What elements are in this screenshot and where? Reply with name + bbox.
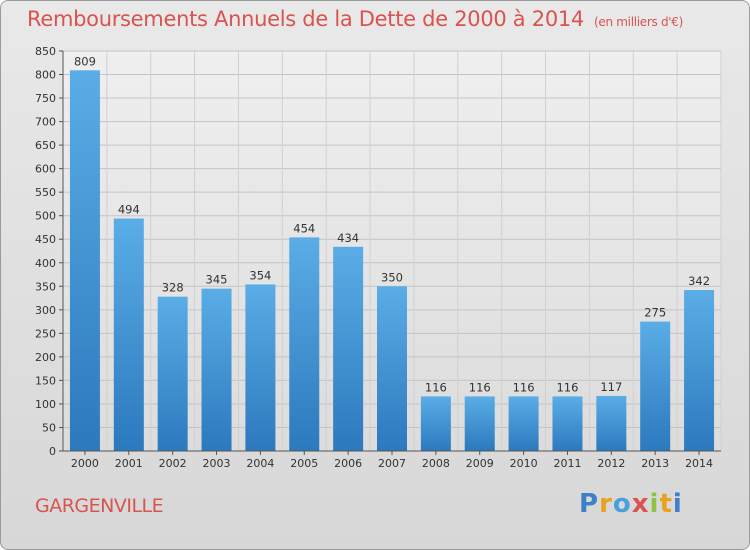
y-tick-label: 300 xyxy=(35,304,56,317)
x-tick-label: 2013 xyxy=(641,457,669,470)
bar xyxy=(333,246,364,451)
x-tick-label: 2005 xyxy=(290,457,318,470)
logo-letter: r xyxy=(599,489,613,519)
y-tick-label: 50 xyxy=(42,421,56,434)
city-name: GARGENVILLE xyxy=(35,495,164,517)
data-label: 809 xyxy=(74,54,96,68)
x-tick-label: 2006 xyxy=(334,457,362,470)
y-tick-label: 150 xyxy=(35,374,56,387)
data-label: 275 xyxy=(644,306,666,320)
y-tick-label: 350 xyxy=(35,280,56,293)
chart-title: Remboursements Annuels de la Dette de 20… xyxy=(27,7,683,31)
logo-letter: t xyxy=(659,489,673,519)
x-tick-label: 2002 xyxy=(159,457,187,470)
y-tick-label: 600 xyxy=(35,163,56,176)
data-label: 342 xyxy=(688,274,710,288)
bar xyxy=(420,396,451,451)
x-tick-label: 2012 xyxy=(597,457,625,470)
bar xyxy=(157,296,188,451)
bar xyxy=(508,396,539,451)
y-tick-label: 750 xyxy=(35,92,56,105)
bar xyxy=(245,284,276,451)
y-tick-label: 500 xyxy=(35,210,56,223)
x-tick-label: 2009 xyxy=(466,457,494,470)
x-tick-label: 2008 xyxy=(422,457,450,470)
y-tick-label: 550 xyxy=(35,186,56,199)
y-tick-label: 450 xyxy=(35,233,56,246)
x-tick-label: 2000 xyxy=(71,457,99,470)
data-label: 116 xyxy=(425,380,447,394)
logo-letter: P xyxy=(579,489,600,519)
y-tick-label: 250 xyxy=(35,327,56,340)
y-tick-label: 200 xyxy=(35,351,56,364)
y-tick-label: 850 xyxy=(35,45,56,58)
bar xyxy=(596,395,627,451)
chart-unit-note: (en milliers d'€) xyxy=(594,15,684,29)
data-label: 116 xyxy=(556,380,578,394)
y-tick-label: 700 xyxy=(35,116,56,129)
bar xyxy=(640,321,671,451)
data-label: 117 xyxy=(600,380,622,394)
data-label: 354 xyxy=(249,268,271,282)
y-tick-label: 800 xyxy=(35,69,56,82)
x-tick-label: 2011 xyxy=(553,457,581,470)
x-tick-label: 2003 xyxy=(203,457,231,470)
logo-letter: x xyxy=(631,489,650,519)
bar xyxy=(201,288,232,451)
data-label: 350 xyxy=(381,270,403,284)
proxiti-logo: Proxiti xyxy=(579,489,683,519)
y-tick-label: 400 xyxy=(35,257,56,270)
logo-letter: o xyxy=(612,489,632,519)
logo-letter: i xyxy=(672,489,683,519)
bar xyxy=(377,286,407,451)
logo-letter: i xyxy=(649,489,660,519)
data-label: 494 xyxy=(118,203,140,217)
bar xyxy=(552,396,583,451)
data-label: 345 xyxy=(206,273,228,287)
data-label: 454 xyxy=(293,221,315,235)
x-tick-label: 2014 xyxy=(685,457,713,470)
x-tick-label: 2001 xyxy=(115,457,143,470)
x-tick-label: 2004 xyxy=(246,457,274,470)
chart-title-text: Remboursements Annuels de la Dette de 20… xyxy=(27,7,584,31)
y-tick-label: 0 xyxy=(49,445,56,458)
x-tick-label: 2010 xyxy=(510,457,538,470)
data-label: 116 xyxy=(513,380,535,394)
bar xyxy=(69,70,100,451)
bar xyxy=(113,218,144,451)
y-tick-label: 650 xyxy=(35,139,56,152)
data-label: 116 xyxy=(469,380,491,394)
data-label: 434 xyxy=(337,231,359,245)
bar xyxy=(289,237,320,451)
bar xyxy=(464,396,495,451)
data-label: 328 xyxy=(162,281,184,295)
bar xyxy=(684,290,715,451)
y-tick-label: 100 xyxy=(35,398,56,411)
x-tick-label: 2007 xyxy=(378,457,406,470)
